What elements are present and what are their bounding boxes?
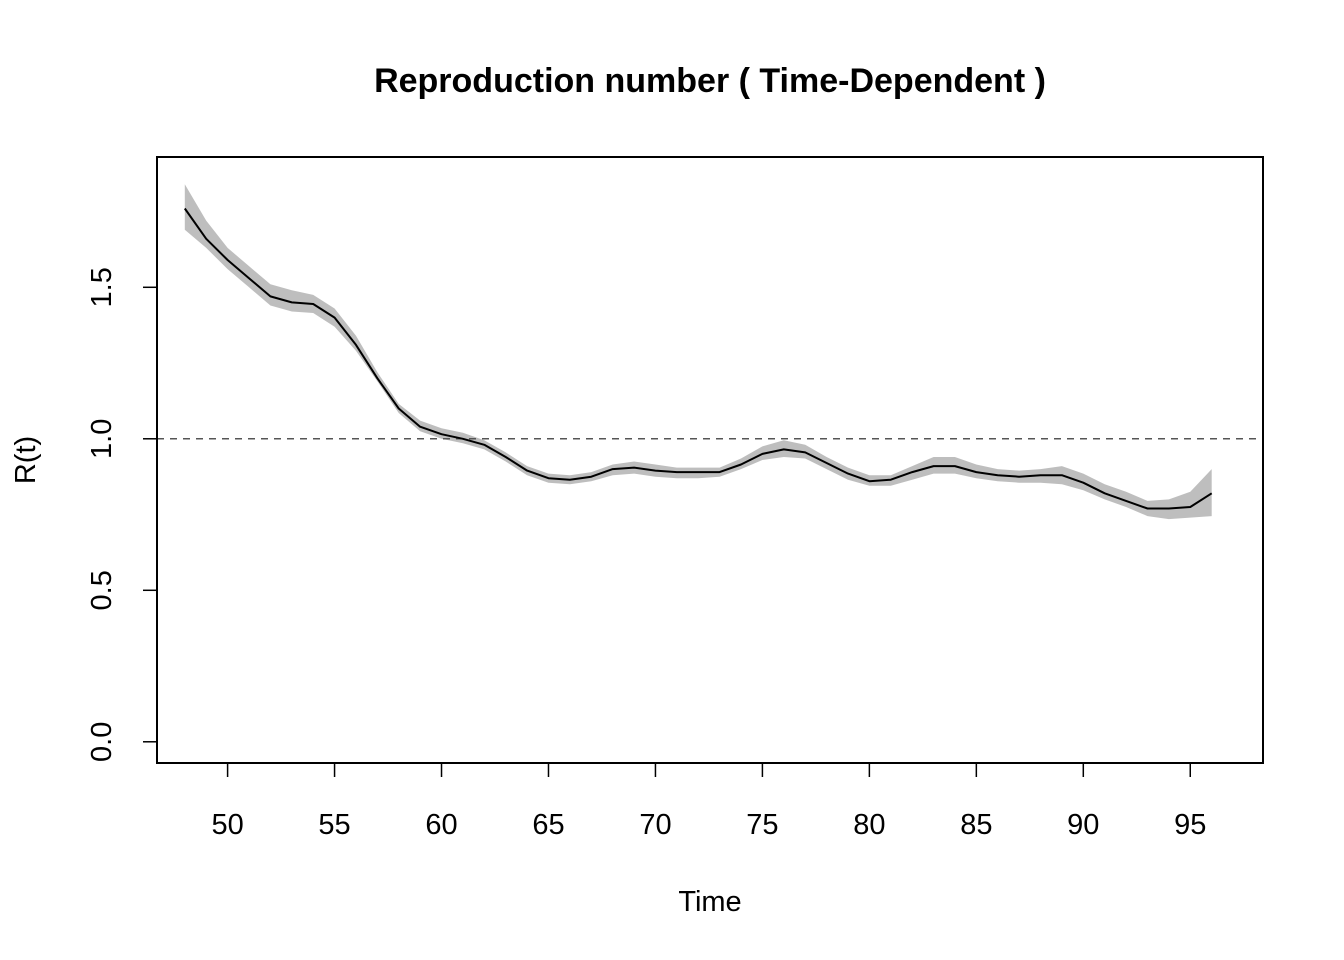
confidence-band-layer	[184, 184, 1212, 520]
y-axis: 0.0 0.5 1.0 1.5	[86, 267, 158, 762]
x-tick-label: 60	[425, 809, 457, 841]
x-tick-label: 90	[1067, 809, 1099, 841]
chart-title: Reproduction number ( Time-Dependent )	[374, 62, 1046, 100]
y-tick-label: 0.5	[86, 570, 118, 610]
x-tick-label: 65	[532, 809, 564, 841]
x-tick-label: 85	[960, 809, 992, 841]
x-axis: 50 55 60 65 70 75 80 85 90 95	[211, 762, 1206, 841]
y-tick-label: 1.5	[86, 267, 118, 307]
plot-frame	[156, 156, 1264, 764]
x-tick-label: 50	[211, 809, 243, 841]
x-tick-label: 75	[746, 809, 778, 841]
y-tick-label: 1.0	[86, 419, 118, 459]
y-axis-title: R(t)	[10, 436, 42, 484]
series-line	[183, 207, 1213, 510]
x-tick-label: 95	[1174, 809, 1206, 841]
x-axis-title: Time	[678, 886, 741, 918]
series-line-layer	[183, 207, 1213, 510]
x-tick-label: 70	[639, 809, 671, 841]
confidence-band	[184, 184, 1212, 520]
x-tick-label: 80	[853, 809, 885, 841]
x-tick-label: 55	[318, 809, 350, 841]
y-tick-label: 0.0	[86, 722, 118, 762]
